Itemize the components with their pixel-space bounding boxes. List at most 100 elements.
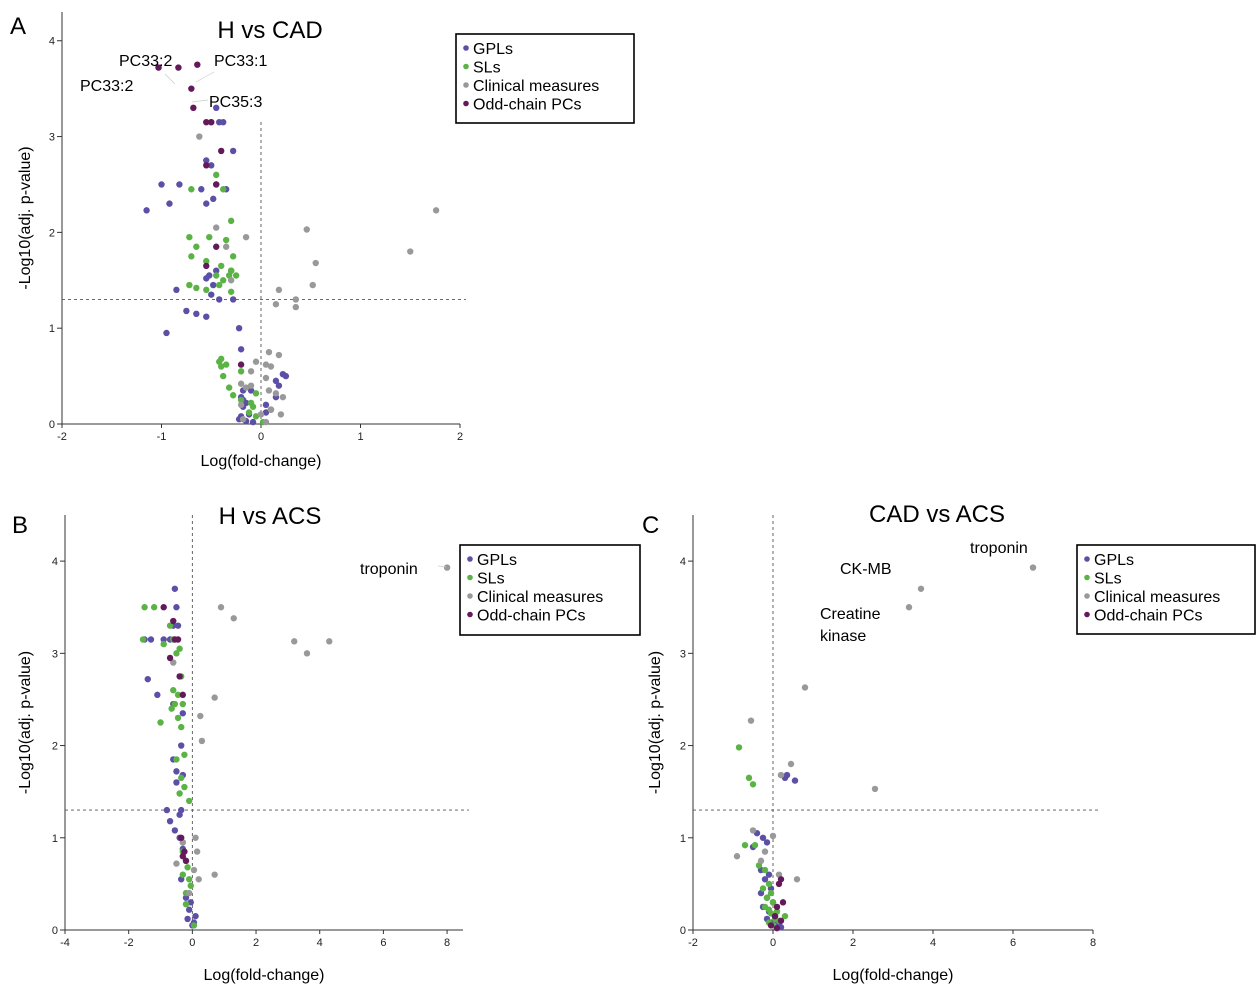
data-point-clinical-measures — [242, 233, 250, 241]
annotation-label: PC33:2 — [119, 53, 172, 70]
data-point-clinical-measures — [247, 368, 255, 375]
data-point-sls — [237, 368, 245, 375]
data-point-clinical-measures — [443, 564, 451, 571]
data-point-gpls — [203, 200, 210, 207]
data-point-gpls — [174, 622, 182, 629]
data-point-odd-chain-pcs — [188, 85, 195, 92]
data-point-sls — [160, 640, 167, 648]
x-tick-label: 4 — [930, 937, 936, 949]
legend-label: Odd-chain PCs — [477, 608, 586, 625]
data-point-clinical-measures — [265, 387, 273, 394]
data-point-clinical-measures — [407, 248, 414, 255]
data-point-sls — [213, 171, 220, 179]
data-point-sls — [219, 277, 227, 284]
data-point-sls — [751, 841, 759, 849]
panel-letter: C — [642, 512, 659, 539]
data-point-gpls — [272, 377, 280, 385]
data-point-sls — [222, 236, 230, 244]
data-point-gpls — [163, 806, 171, 814]
data-point-gpls — [262, 409, 270, 416]
data-point-clinical-measures — [761, 848, 769, 855]
legend-label: Odd-chain PCs — [1094, 608, 1203, 625]
chart-title: CAD vs ACS — [869, 501, 1005, 528]
data-point-sls — [178, 774, 185, 782]
annotation-line: Creatine — [820, 606, 881, 623]
x-tick-label: -2 — [57, 431, 67, 443]
data-point-sls — [219, 372, 227, 380]
legend-label: SLs — [477, 571, 505, 588]
y-tick-label: 1 — [49, 323, 55, 335]
data-point-gpls — [237, 346, 245, 353]
legend-marker — [463, 100, 469, 107]
data-point-sls — [150, 604, 158, 611]
data-point-odd-chain-pcs — [773, 924, 781, 932]
data-point-clinical-measures — [227, 277, 235, 284]
x-tick-label: 4 — [317, 937, 323, 949]
data-point-sls — [765, 880, 773, 888]
data-point-sls — [178, 723, 185, 731]
legend-marker — [1084, 556, 1090, 562]
y-tick-label: 0 — [680, 925, 686, 937]
data-point-sls — [179, 700, 187, 708]
data-point-odd-chain-pcs — [218, 147, 225, 155]
y-axis-title: -Log10(adj. p-value) — [17, 146, 34, 289]
data-point-sls — [184, 864, 191, 871]
data-point-sls — [237, 396, 245, 404]
annotation-label: troponin — [360, 561, 418, 578]
data-point-clinical-measures — [769, 832, 777, 840]
data-point-sls — [216, 281, 223, 289]
data-point-odd-chain-pcs — [190, 104, 197, 112]
x-axis-title: Log(fold-change) — [204, 967, 325, 984]
legend-box — [459, 544, 641, 636]
data-point-sls — [203, 257, 210, 265]
data-point-clinical-measures — [170, 659, 177, 666]
annotation-leader — [195, 71, 215, 83]
data-point-sls — [141, 604, 148, 611]
data-point-sls — [222, 361, 230, 368]
data-point-gpls — [173, 768, 180, 775]
data-point-sls — [745, 774, 753, 782]
data-point-gpls — [206, 272, 213, 279]
annotation-label: troponin — [970, 540, 1028, 557]
data-point-sls — [174, 691, 182, 699]
data-point-clinical-measures — [267, 406, 275, 413]
data-point-gpls — [213, 104, 220, 112]
data-point-sls — [232, 272, 240, 279]
data-point-gpls — [247, 387, 255, 394]
data-point-odd-chain-pcs — [775, 880, 783, 888]
legend-marker — [467, 611, 473, 618]
data-point-gpls — [216, 296, 223, 303]
data-point-sls — [249, 403, 257, 410]
data-point-gpls — [166, 817, 174, 825]
data-point-odd-chain-pcs — [182, 857, 190, 865]
data-point-odd-chain-pcs — [773, 903, 781, 911]
chart-panel-a: A H vs CAD -2 -1 0 1 2 0 1 2 3 4 Log(fold-change) -Lo… — [10, 12, 635, 470]
panel-letter: B — [12, 512, 28, 539]
x-tick-label: 8 — [1090, 937, 1096, 949]
x-tick-label: 2 — [253, 937, 259, 949]
data-point-gpls — [203, 313, 210, 320]
data-point-sls — [188, 186, 195, 193]
data-point-sls — [181, 783, 188, 791]
data-point-sls — [252, 413, 260, 420]
data-point-odd-chain-pcs — [779, 899, 787, 906]
data-point-clinical-measures — [432, 207, 440, 214]
data-point-clinical-measures — [303, 650, 311, 657]
data-point-clinical-measures — [905, 604, 913, 611]
legend-marker — [1084, 574, 1090, 581]
data-point-sls — [168, 705, 175, 712]
annotation-line: kinase — [820, 628, 866, 645]
data-point-gpls — [154, 691, 161, 699]
chart-panel-b: B H vs ACS -4 -2 0 2 4 6 8 0 1 2 3 4 Log(fold-change) -… — [12, 503, 641, 984]
data-point-sls — [188, 253, 195, 260]
data-point-sls — [763, 894, 771, 901]
data-point-gpls — [173, 779, 180, 786]
data-point-sls — [229, 253, 237, 260]
annotation-leader — [164, 73, 176, 85]
legend-marker — [463, 82, 469, 88]
y-axis-title: -Log10(adj. p-value) — [647, 651, 664, 794]
data-point-sls — [781, 912, 789, 920]
data-point-sls — [218, 363, 225, 370]
